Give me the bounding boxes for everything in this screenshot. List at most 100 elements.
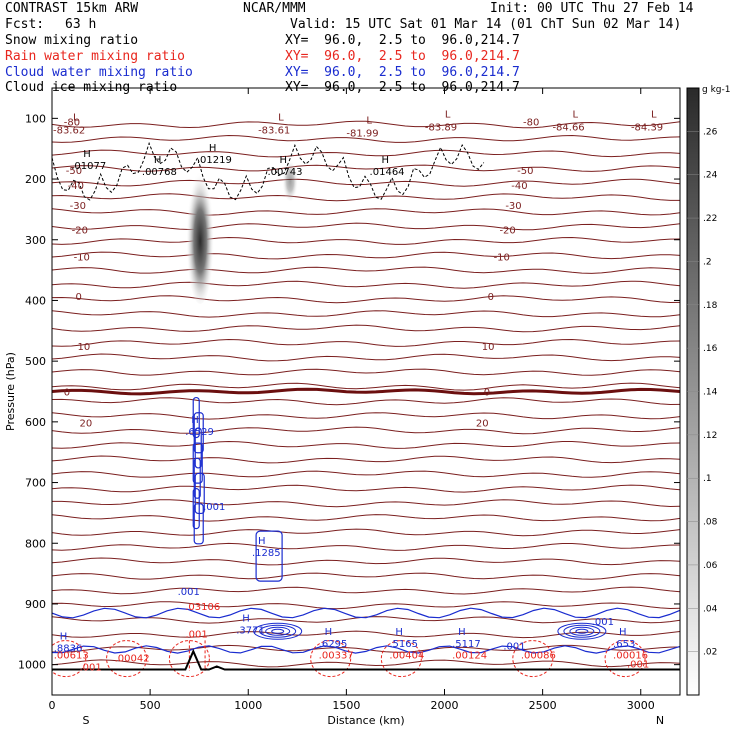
cloud-water-contour: [253, 622, 303, 640]
isotherm-label: -50: [517, 166, 533, 177]
colorbar-tick: .1: [687, 474, 712, 484]
cloud-water-maximum-value: .1285: [252, 548, 281, 559]
y-tick-label: 300: [25, 234, 46, 247]
temperature-minimum: L -81.99: [346, 116, 378, 140]
colorbar-tick-label: .02: [703, 648, 717, 658]
colorbar-tick: .12: [687, 431, 717, 441]
zero-isotherm-label: 0: [484, 388, 490, 399]
isotherm-label: 20: [79, 418, 92, 429]
model-title: CONTRAST 15km ARW: [5, 1, 139, 16]
y-tick-label: 200: [25, 173, 46, 186]
svg-text:H: H: [83, 149, 91, 160]
isotherm-line: [52, 208, 680, 216]
cloud-water-contour: [557, 622, 607, 640]
colorbar-tick-label: .16: [703, 344, 718, 354]
colorbar-tick-label: .1: [703, 474, 712, 484]
cloud-water-maximum: H.1285: [252, 536, 281, 559]
colorbar-tick-label: .24: [703, 171, 718, 181]
colorbar-tick: .16: [687, 344, 718, 354]
cloud-water-contour-label: .001: [203, 502, 225, 513]
cloud-water-maximum: H.8836: [54, 631, 83, 654]
isotherm-line: [52, 586, 680, 595]
colorbar-tick-label: .18: [703, 301, 718, 311]
cloud-water-contour: [255, 530, 283, 582]
rain-maximum-value: .00124: [452, 651, 487, 662]
forecast-label: Fcst:: [5, 17, 45, 32]
field-rain-xy: XY= 96.0, 2.5 to 96.0,214.7: [285, 49, 520, 64]
y-tick: 900: [25, 598, 680, 611]
cloud-water-contour: [563, 624, 601, 638]
temperature-minimum-value: -83.89: [425, 122, 457, 133]
isotherm-label: -40: [68, 181, 84, 192]
y-tick: 600: [25, 416, 680, 429]
temperature-minimum: L -83.61: [258, 112, 290, 136]
y-tick-label: 600: [25, 416, 46, 429]
cloud-water-maximum: H.5165: [389, 627, 418, 650]
x-tick-label: 500: [140, 699, 161, 712]
rain-contour-label: .001: [79, 663, 101, 674]
colorbar-tick: .24: [687, 171, 718, 181]
cloud-water-contour: [52, 607, 680, 619]
temperature-minimum: L -83.62: [53, 112, 85, 136]
isotherm-line: [52, 470, 680, 478]
field-snow-xy: XY= 96.0, 2.5 to 96.0,214.7: [285, 33, 520, 48]
isotherm-line: [52, 412, 680, 420]
field-cloud-water-name: Cloud water mixing ratio: [5, 65, 193, 80]
colorbar-tick: .04: [687, 604, 718, 614]
cloud-water-contour: [52, 645, 680, 654]
svg-text:H: H: [382, 155, 390, 166]
y-tick-label: 900: [25, 598, 46, 611]
zero-isotherm-label: 0: [64, 388, 70, 399]
rain-maximum-value: .00042: [115, 654, 150, 665]
y-tick-label: 800: [25, 537, 46, 550]
isotherm-line: [52, 644, 680, 653]
rain-contour-label: .001: [627, 660, 649, 671]
terrain-line: [52, 648, 680, 671]
temperature-minimum-value: -84.66: [552, 122, 584, 133]
colorbar-tick: .18: [687, 301, 718, 311]
isotherm-line: [52, 557, 680, 566]
rain-contour: [52, 640, 87, 678]
snow-maximum-value: .00768: [142, 167, 177, 178]
field-cloud-water-xy: XY= 96.0, 2.5 to 96.0,214.7: [285, 65, 520, 80]
cloud-water-contour: [192, 488, 200, 530]
isotherm-line: [52, 120, 680, 129]
y-tick-label: 400: [25, 294, 46, 307]
cloud-water-maximum-value: .653: [613, 639, 635, 650]
y-tick: 200: [25, 173, 680, 186]
isotherm-line: [52, 280, 680, 289]
isotherm-line: [52, 382, 680, 391]
colorbar-tick: .02: [687, 648, 717, 658]
y-tick-label: 100: [25, 112, 46, 125]
rain-contour: [188, 640, 206, 671]
cloud-water-maximum: H.6529: [185, 415, 214, 438]
isotherm-line: [52, 134, 680, 143]
cloud-water-maximum: H.653: [613, 627, 635, 650]
cloud-water-maximum: H.6295: [319, 627, 348, 650]
colorbar-tick: .22: [687, 214, 717, 224]
isotherm-line: [52, 601, 680, 610]
rain-maximum-value: .00016: [613, 651, 648, 662]
cloud-water-maximum-value: .8836: [54, 643, 83, 654]
cloud-water-contour: [194, 427, 202, 469]
x-tick-label: 0: [49, 699, 56, 712]
isotherm-line: [52, 368, 680, 376]
snow-maximum: H.00768: [142, 155, 177, 178]
isotherm-label: 10: [482, 342, 495, 353]
cloud-water-contour: [193, 412, 204, 454]
isotherm-line: [52, 222, 680, 231]
y-axis-label: Pressure (hPa): [4, 352, 17, 431]
isotherm-label: -20: [499, 225, 515, 236]
colorbar-tick: .14: [687, 388, 718, 398]
svg-text:H: H: [209, 143, 217, 154]
cloud-water-contour: [192, 442, 203, 484]
isotherm-line: [52, 251, 680, 260]
isotherm-label: -20: [72, 225, 88, 236]
isotherm-line: [52, 499, 680, 508]
isotherm-line: [52, 193, 680, 202]
x-tick-label: 3000: [627, 699, 655, 712]
cloud-water-maximum: H.5117: [452, 627, 481, 650]
svg-text:H: H: [458, 627, 466, 638]
x-tick: 0: [49, 88, 56, 712]
